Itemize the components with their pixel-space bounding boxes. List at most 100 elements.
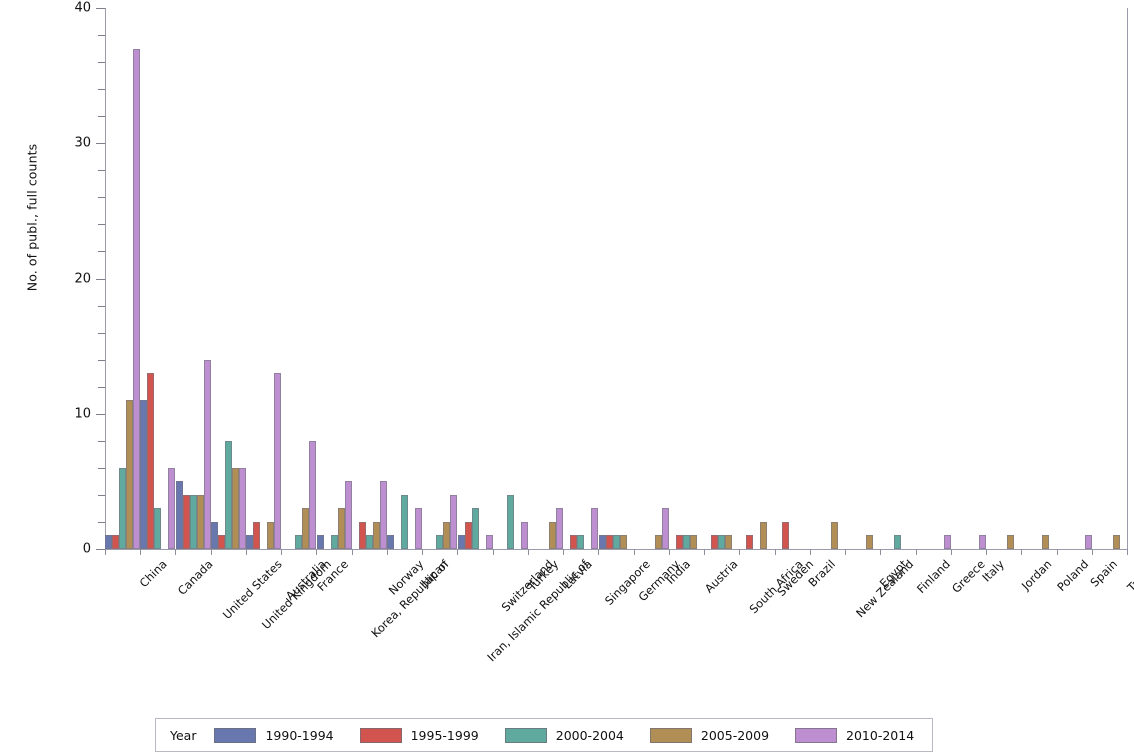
x-tick	[422, 549, 424, 555]
y-tick-major	[96, 549, 105, 550]
bar	[485, 535, 493, 549]
x-tick	[845, 549, 847, 555]
bar-group	[1057, 8, 1092, 549]
bar	[126, 400, 134, 549]
bar-group	[1092, 8, 1127, 549]
bar	[682, 535, 690, 549]
bar	[344, 481, 352, 549]
legend-swatch	[504, 727, 547, 743]
bar-group	[422, 8, 458, 549]
bar-group	[210, 8, 246, 549]
legend-item[interactable]: 2005-2009	[649, 727, 769, 743]
bar-group	[175, 8, 211, 549]
bar-group	[1021, 8, 1056, 549]
bar	[549, 521, 557, 549]
bar-group	[916, 8, 951, 549]
x-tick	[281, 549, 283, 555]
bar-group	[387, 8, 423, 549]
x-tick-label: Finland	[913, 557, 953, 596]
bar	[570, 535, 578, 549]
y-tick-minor	[98, 224, 105, 226]
bar	[309, 440, 317, 549]
legend-item[interactable]: 2000-2004	[504, 727, 624, 743]
bar	[147, 373, 155, 549]
bar-group	[281, 8, 317, 549]
bar	[365, 535, 373, 549]
bar	[506, 494, 514, 549]
bar	[231, 467, 239, 549]
y-tick-major	[96, 413, 105, 415]
bar	[675, 535, 683, 549]
bar	[217, 535, 225, 549]
bar	[105, 535, 113, 549]
bar	[189, 494, 197, 549]
bar	[711, 535, 719, 549]
legend-swatch	[359, 727, 402, 743]
bar-group	[986, 8, 1021, 549]
x-tick	[457, 549, 459, 555]
y-tick-minor	[98, 440, 105, 442]
bar	[379, 481, 387, 549]
bar	[1112, 535, 1120, 549]
x-tick	[950, 549, 952, 555]
bar	[443, 521, 451, 549]
bar	[330, 535, 338, 549]
bar	[337, 508, 345, 549]
y-tick-major	[96, 278, 105, 280]
bar	[224, 440, 232, 549]
bar-group	[845, 8, 880, 549]
y-tick-minor	[98, 521, 105, 523]
legend-swatch	[214, 727, 257, 743]
bar-group	[246, 8, 282, 549]
legend-label: 2000-2004	[555, 727, 624, 743]
bar	[450, 494, 458, 549]
x-tick	[105, 549, 106, 555]
bar-group	[951, 8, 986, 549]
bar	[358, 521, 366, 549]
bar-group	[669, 8, 704, 549]
x-tick	[1056, 549, 1058, 555]
bar	[274, 373, 282, 549]
legend-items: 1990-1994 1995-1999 2000-2004 2005-2009 2010…	[214, 727, 918, 743]
bar-group	[528, 8, 564, 549]
bar	[464, 521, 472, 549]
legend-item[interactable]: 1995-1999	[359, 727, 479, 743]
x-tick	[668, 549, 670, 555]
legend-title: Year	[170, 727, 197, 743]
bar	[746, 535, 754, 549]
x-tick	[739, 549, 741, 555]
legend-swatch	[795, 727, 838, 743]
bar	[302, 508, 310, 549]
y-tick-minor	[98, 359, 105, 361]
legend-item[interactable]: 1990-1994	[214, 727, 334, 743]
x-axis-line	[105, 549, 1128, 550]
x-tick	[986, 549, 988, 555]
bar-group	[634, 8, 669, 549]
bar-group	[493, 8, 528, 549]
x-tick	[1021, 549, 1023, 555]
y-tick-minor	[98, 386, 105, 388]
bar	[760, 521, 768, 549]
bar	[866, 535, 874, 549]
bar	[725, 535, 733, 549]
y-tick-label: 20	[74, 271, 91, 286]
y-tick-minor	[98, 35, 105, 37]
plot-right-border	[1127, 8, 1128, 550]
bar	[295, 535, 303, 549]
y-axis-line	[105, 8, 106, 550]
bar	[978, 535, 986, 549]
y-tick-label: 40	[74, 0, 91, 16]
bar-group	[775, 8, 810, 549]
y-tick-minor	[98, 251, 105, 253]
bar	[457, 535, 465, 549]
y-tick-minor	[98, 89, 105, 91]
x-tick-label: Taiwan	[1124, 557, 1134, 595]
bar	[238, 467, 246, 549]
y-tick-minor	[98, 332, 105, 334]
x-tick	[1091, 549, 1093, 555]
x-tick	[140, 549, 142, 555]
legend-item[interactable]: 2010-2014	[795, 727, 914, 743]
bar	[471, 508, 479, 549]
bar	[119, 467, 127, 549]
x-tick	[915, 549, 917, 555]
